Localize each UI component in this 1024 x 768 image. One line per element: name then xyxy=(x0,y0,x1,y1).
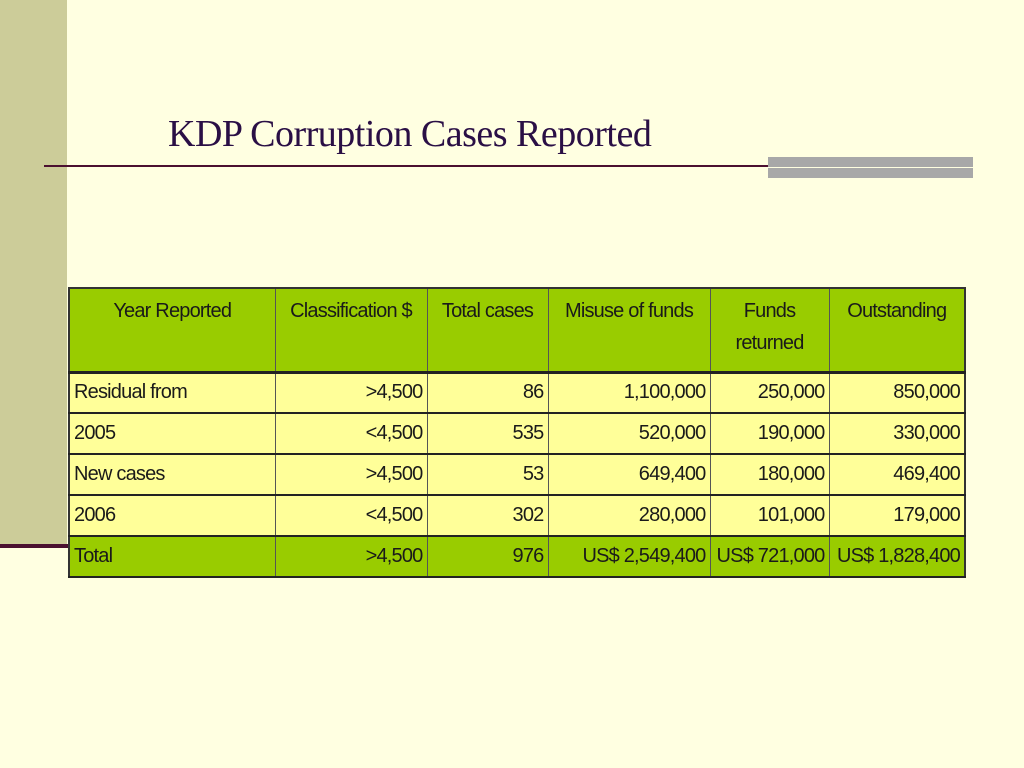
left-band-rule xyxy=(0,544,68,548)
cell-returned: 180,000 xyxy=(709,453,830,496)
cell-total-cases: 86 xyxy=(426,371,549,414)
cell-classification: >4,500 xyxy=(274,453,428,496)
cell-year: Residual from xyxy=(68,371,276,414)
table-header-row: Year Reported Classification $ Total cas… xyxy=(68,287,966,373)
total-outstanding: US$ 1,828,400 xyxy=(828,535,966,578)
table-total-row: Total >4,500 976 US$ 2,549,400 US$ 721,0… xyxy=(68,535,966,578)
table-row: Residual from >4,500 86 1,100,000 250,00… xyxy=(68,371,966,414)
cell-year: 2006 xyxy=(68,494,276,537)
corruption-cases-table: Year Reported Classification $ Total cas… xyxy=(68,287,966,578)
header-classification: Classification $ xyxy=(274,287,428,373)
slide-title: KDP Corruption Cases Reported xyxy=(168,113,652,155)
total-cases: 976 xyxy=(426,535,549,578)
cell-outstanding: 850,000 xyxy=(828,371,966,414)
cell-total-cases: 302 xyxy=(426,494,549,537)
total-classification: >4,500 xyxy=(274,535,428,578)
total-returned: US$ 721,000 xyxy=(709,535,830,578)
cell-returned: 101,000 xyxy=(709,494,830,537)
header-total-cases: Total cases xyxy=(426,287,549,373)
header-funds-returned: Funds returned xyxy=(709,287,830,373)
cell-year: New cases xyxy=(68,453,276,496)
cell-classification: <4,500 xyxy=(274,494,428,537)
table-row: 2005 <4,500 535 520,000 190,000 330,000 xyxy=(68,412,966,455)
header-year-reported: Year Reported xyxy=(68,287,276,373)
accent-bar-top xyxy=(768,157,973,167)
header-misuse-of-funds: Misuse of funds xyxy=(547,287,711,373)
total-misuse: US$ 2,549,400 xyxy=(547,535,711,578)
cell-outstanding: 330,000 xyxy=(828,412,966,455)
cell-misuse: 520,000 xyxy=(547,412,711,455)
left-decorative-band xyxy=(0,0,67,547)
cell-returned: 190,000 xyxy=(709,412,830,455)
title-underline xyxy=(44,165,770,167)
header-outstanding: Outstanding xyxy=(828,287,966,373)
total-label: Total xyxy=(68,535,276,578)
cell-outstanding: 179,000 xyxy=(828,494,966,537)
cell-classification: >4,500 xyxy=(274,371,428,414)
cell-outstanding: 469,400 xyxy=(828,453,966,496)
table-row: 2006 <4,500 302 280,000 101,000 179,000 xyxy=(68,494,966,537)
cell-classification: <4,500 xyxy=(274,412,428,455)
cell-misuse: 1,100,000 xyxy=(547,371,711,414)
cell-total-cases: 53 xyxy=(426,453,549,496)
cell-total-cases: 535 xyxy=(426,412,549,455)
cell-returned: 250,000 xyxy=(709,371,830,414)
accent-bar-bottom xyxy=(768,168,973,178)
cell-misuse: 280,000 xyxy=(547,494,711,537)
cell-year: 2005 xyxy=(68,412,276,455)
table-row: New cases >4,500 53 649,400 180,000 469,… xyxy=(68,453,966,496)
cell-misuse: 649,400 xyxy=(547,453,711,496)
